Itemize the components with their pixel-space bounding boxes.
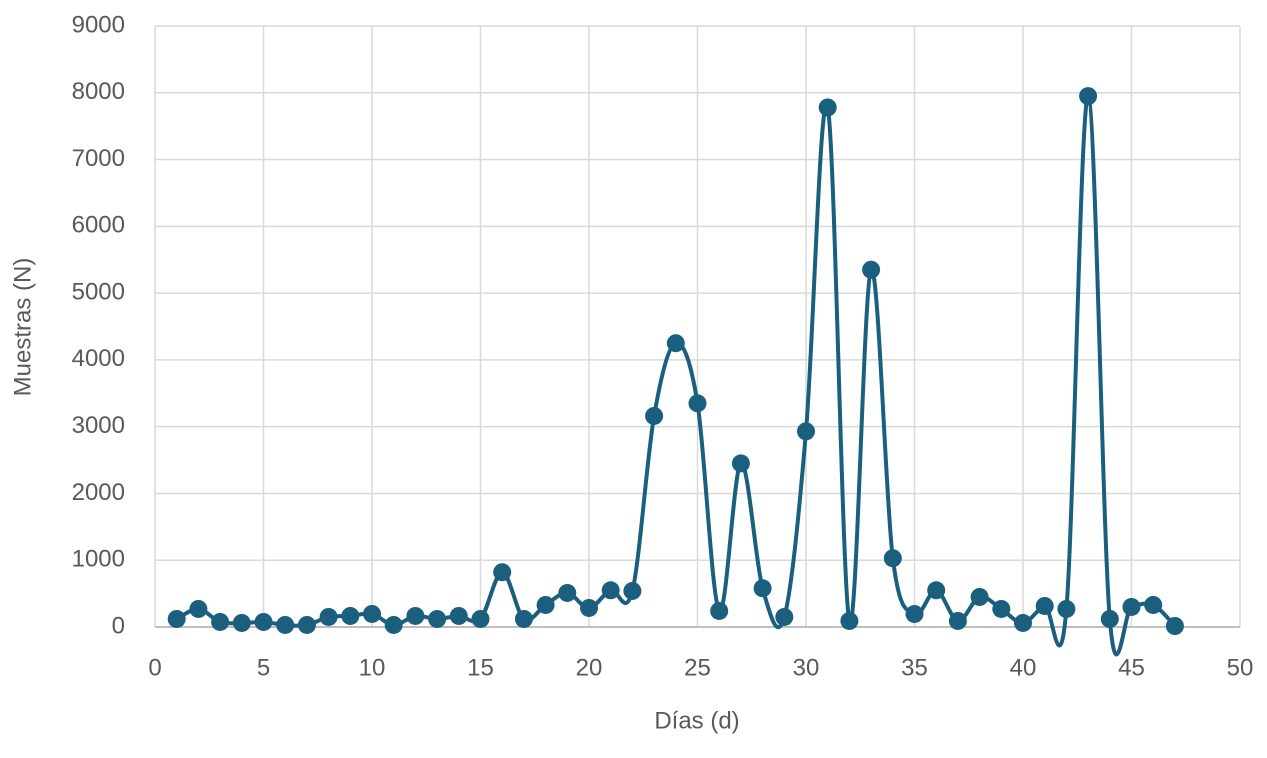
x-tick-label: 5 xyxy=(257,654,270,681)
data-point xyxy=(818,98,837,117)
data-point xyxy=(580,598,598,617)
y-tick-label: 8000 xyxy=(72,78,125,105)
data-point xyxy=(232,613,251,632)
data-point xyxy=(1122,597,1141,616)
data-point xyxy=(341,606,360,625)
data-point xyxy=(623,581,642,600)
data-point xyxy=(666,334,685,353)
data-point xyxy=(449,606,468,625)
data-point xyxy=(536,595,555,614)
data-point xyxy=(601,581,620,600)
x-tick-label: 50 xyxy=(1227,654,1254,681)
data-point xyxy=(1100,609,1119,628)
data-point xyxy=(211,612,230,631)
data-point xyxy=(927,581,946,600)
x-tick-label: 45 xyxy=(1118,654,1145,681)
data-point xyxy=(297,615,316,634)
data-point xyxy=(970,587,989,606)
data-point xyxy=(189,599,208,618)
y-tick-label: 7000 xyxy=(72,145,125,172)
data-point xyxy=(1035,596,1054,615)
data-point xyxy=(775,607,794,626)
data-point xyxy=(840,611,859,630)
x-tick-label: 30 xyxy=(793,654,820,681)
data-point xyxy=(167,609,186,628)
data-point xyxy=(254,612,273,631)
y-tick-label: 1000 xyxy=(72,546,125,573)
y-tick-label: 5000 xyxy=(72,278,125,305)
data-point xyxy=(753,579,772,598)
data-point xyxy=(406,606,425,625)
x-tick-label: 10 xyxy=(359,654,386,681)
data-point xyxy=(1165,616,1184,635)
data-point xyxy=(710,601,729,620)
x-tick-label: 35 xyxy=(901,654,928,681)
y-tick-label: 6000 xyxy=(72,212,125,239)
data-point xyxy=(471,609,490,628)
data-point xyxy=(862,260,881,279)
data-point xyxy=(797,422,815,441)
x-tick-label: 40 xyxy=(1010,654,1037,681)
x-tick-label: 15 xyxy=(467,654,494,681)
data-point xyxy=(514,609,533,628)
data-point xyxy=(558,583,577,602)
data-point xyxy=(1057,599,1076,618)
x-tick-label: 0 xyxy=(148,654,161,681)
series-line xyxy=(175,94,1177,657)
y-tick-label: 3000 xyxy=(72,412,125,439)
y-tick-label: 4000 xyxy=(72,345,125,372)
data-point xyxy=(276,615,295,634)
data-point xyxy=(384,615,403,634)
data-point xyxy=(688,394,707,413)
y-tick-label: 9000 xyxy=(72,11,125,38)
data-point xyxy=(1079,87,1098,106)
data-point xyxy=(1014,613,1032,632)
data-point xyxy=(948,611,967,630)
data-point xyxy=(493,563,512,582)
data-point xyxy=(645,406,664,425)
data-point xyxy=(363,604,381,623)
data-point xyxy=(905,604,924,623)
data-point xyxy=(1144,595,1163,614)
y-axis-title: Muestras (N) xyxy=(9,258,36,397)
x-axis-title: Días (d) xyxy=(654,707,739,734)
y-tick-label: 0 xyxy=(112,612,125,639)
data-point xyxy=(992,599,1011,618)
data-point xyxy=(428,609,447,628)
data-point xyxy=(731,454,750,473)
data-point xyxy=(319,607,338,626)
x-tick-label: 20 xyxy=(576,654,603,681)
x-tick-label: 25 xyxy=(684,654,711,681)
y-tick-label: 2000 xyxy=(72,479,125,506)
data-point xyxy=(883,549,902,568)
